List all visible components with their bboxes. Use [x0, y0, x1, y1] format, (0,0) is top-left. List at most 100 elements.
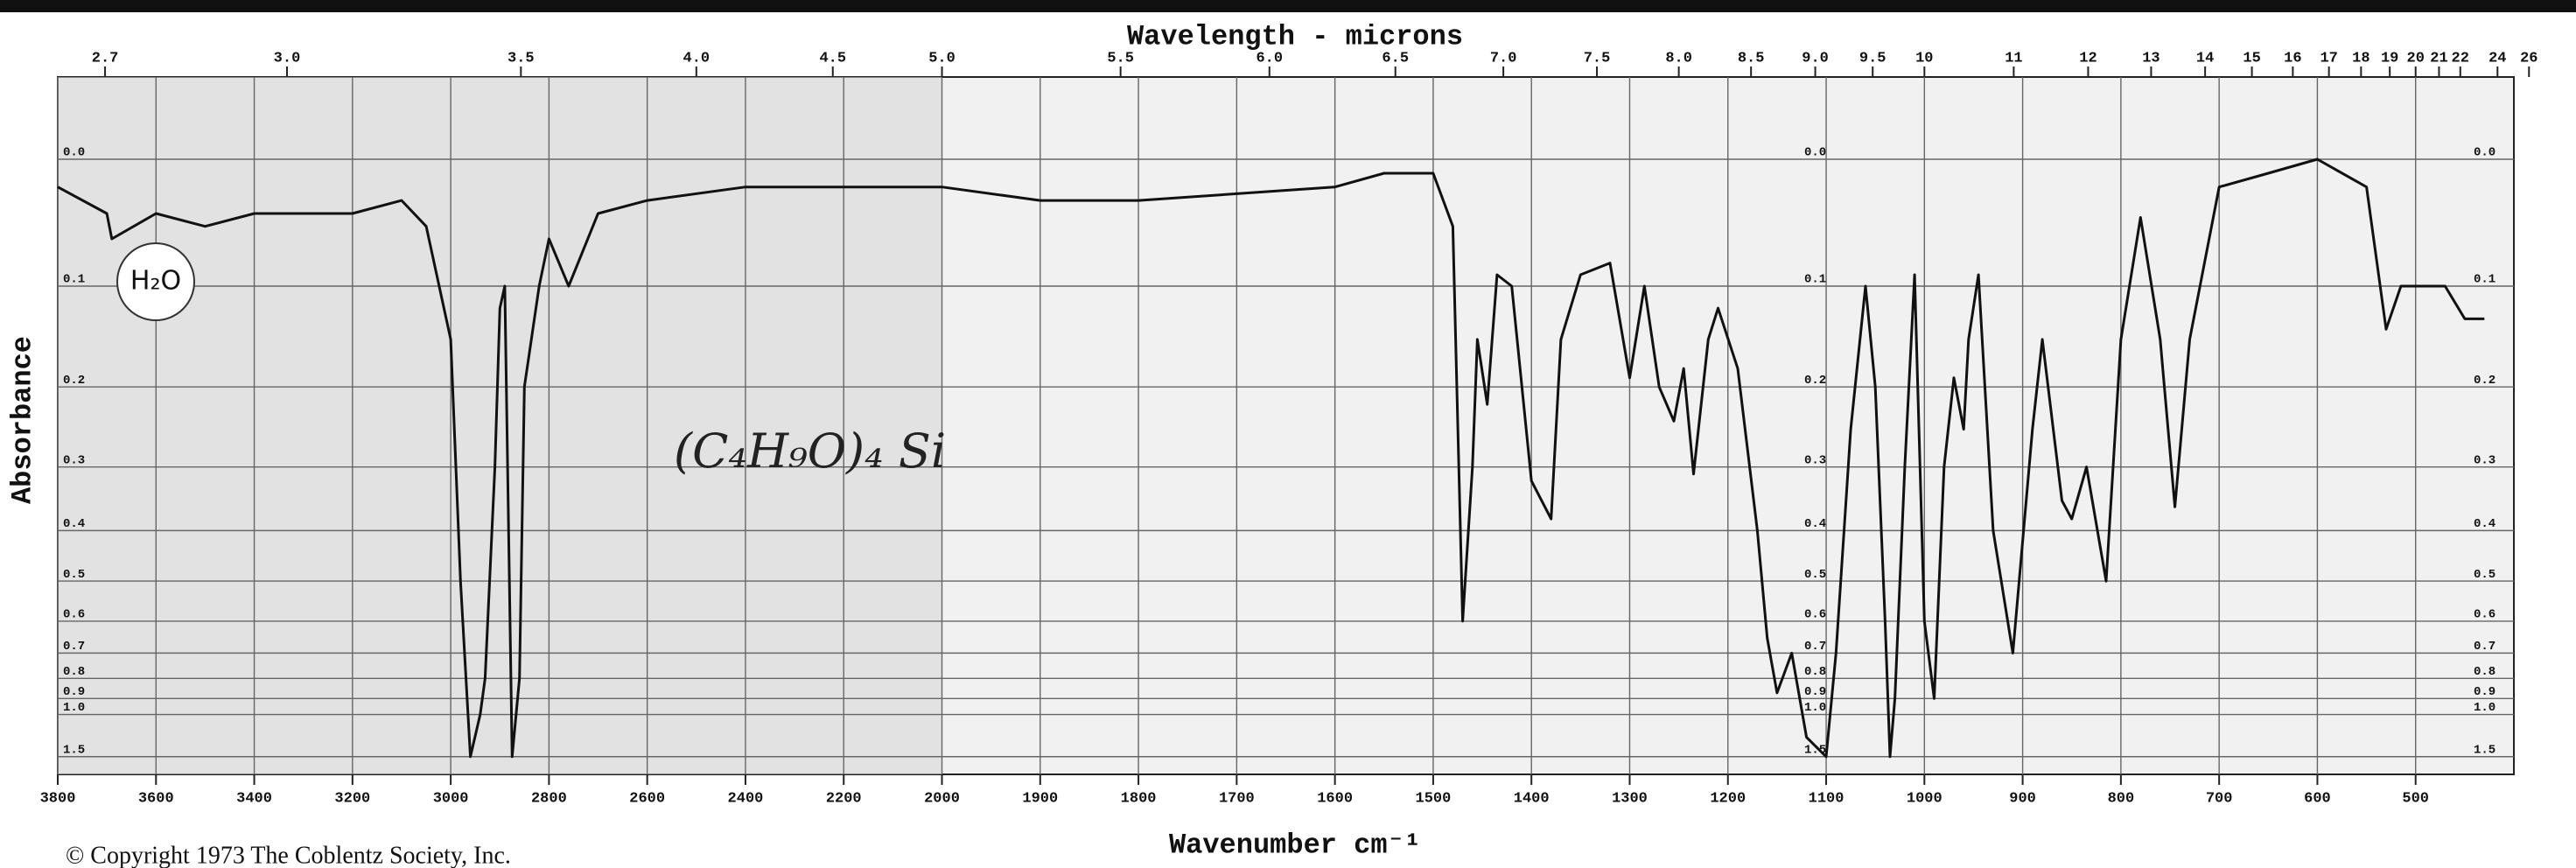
top-tick-label: 18 [2352, 50, 2370, 66]
top-tick-label: 17 [2320, 50, 2337, 66]
y-tick-label: 0.9 [2474, 685, 2496, 699]
top-tick-label: 20 [2407, 50, 2425, 66]
top-tick-label: 22 [2452, 50, 2469, 66]
y-tick-label: 0.3 [63, 453, 85, 467]
y-tick-label: 0.5 [1804, 568, 1826, 582]
x-tick-label: 1400 [1514, 790, 1550, 807]
y-tick-label: 0.7 [1804, 640, 1826, 654]
top-tick-label: 7.5 [1584, 50, 1611, 66]
top-tick-label: 19 [2381, 50, 2398, 66]
top-tick-label: 4.0 [683, 50, 710, 66]
x-tick-label: 1800 [1121, 790, 1157, 807]
x-tick-label: 800 [2108, 790, 2135, 807]
top-tick-label: 21 [2430, 50, 2447, 66]
y-tick-label: 0.4 [2474, 517, 2496, 531]
x-tick-label: 3800 [40, 790, 76, 807]
top-tick-label: 3.0 [274, 50, 301, 66]
top-tick-label: 7.0 [1490, 50, 1517, 66]
x-tick-label: 3000 [433, 790, 469, 807]
x-tick-label: 2200 [826, 790, 862, 807]
y-tick-label: 0.9 [1804, 685, 1826, 699]
top-tick-label: 26 [2520, 50, 2538, 66]
x-axis-title: Wavenumber cm⁻¹ [1169, 829, 1421, 861]
x-tick-label: 500 [2402, 790, 2429, 807]
scan-shading [58, 77, 942, 774]
x-tick-label: 1300 [1612, 790, 1648, 807]
top-tick-label: 16 [2284, 50, 2301, 66]
x-tick-label: 1700 [1219, 790, 1255, 807]
top-tick-label: 5.0 [928, 50, 956, 66]
spectrum-line [57, 158, 2485, 759]
top-axis-title: Wavelength - microns [1127, 20, 1463, 52]
y-tick-label: 0.6 [2474, 608, 2496, 622]
top-tick-label: 24 [2488, 50, 2506, 66]
top-tick-label: 8.5 [1738, 50, 1765, 66]
scan-border [0, 0, 2576, 12]
y-tick-label: 0.8 [1804, 665, 1826, 679]
x-tick-label: 1000 [1907, 790, 1942, 807]
top-tick-label: 6.0 [1256, 50, 1283, 66]
top-tick-label: 9.0 [1802, 50, 1829, 66]
y-tick-label: 0.0 [2474, 146, 2496, 160]
top-tick-label: 4.5 [819, 50, 846, 66]
y-tick-label: 0.0 [1804, 146, 1826, 160]
x-tick-label: 700 [2206, 790, 2233, 807]
y-tick-label: 0.2 [2474, 374, 2496, 388]
y-tick-label: 0.4 [1804, 517, 1826, 531]
x-tick-label: 2400 [728, 790, 764, 807]
y-tick-label: 0.5 [2474, 568, 2496, 582]
top-tick-label: 3.5 [508, 50, 535, 66]
annotation: H₂O [130, 266, 181, 297]
x-tick-label: 1100 [1809, 790, 1844, 807]
top-tick-label: 11 [2005, 50, 2022, 66]
x-tick-label: 2600 [629, 790, 665, 807]
top-tick-label: 8.0 [1665, 50, 1692, 66]
copyright: © Copyright 1973 The Coblentz Society, I… [66, 842, 511, 868]
x-tick-label: 1500 [1416, 790, 1452, 807]
y-axis-title: Absorbance [6, 336, 38, 504]
top-tick-label: 2.7 [92, 50, 119, 66]
y-tick-label: 0.8 [2474, 665, 2496, 679]
x-tick-label: 2000 [924, 790, 960, 807]
x-tick-label: 1600 [1317, 790, 1353, 807]
y-tick-label: 0.2 [1804, 374, 1826, 388]
x-tick-label: 1200 [1710, 790, 1746, 807]
y-tick-label: 0.0 [63, 146, 85, 160]
y-tick-label: 0.8 [63, 665, 85, 679]
top-tick-label: 5.5 [1107, 50, 1134, 66]
top-tick-label: 9.5 [1859, 50, 1886, 66]
x-tick-label: 900 [2009, 790, 2036, 807]
top-tick-label: 12 [2079, 50, 2096, 66]
y-tick-label: 0.5 [63, 568, 85, 582]
x-tick-label: 3400 [236, 790, 272, 807]
y-tick-label: 1.5 [1804, 743, 1826, 757]
y-tick-label: 0.2 [63, 374, 85, 388]
y-tick-label: 0.9 [63, 685, 85, 699]
x-tick-label: 1900 [1022, 790, 1058, 807]
y-tick-label: 0.7 [63, 640, 85, 654]
y-tick-label: 1.0 [63, 701, 85, 715]
x-tick-label: 3600 [138, 790, 174, 807]
y-tick-label: 1.0 [1804, 701, 1826, 715]
y-tick-label: 1.5 [2474, 743, 2496, 757]
y-tick-label: 0.4 [63, 517, 85, 531]
y-tick-label: 0.7 [2474, 640, 2496, 654]
y-tick-label: 0.3 [1804, 453, 1826, 467]
x-tick-label: 3200 [334, 790, 370, 807]
top-tick-label: 14 [2196, 50, 2214, 66]
y-tick-label: 0.1 [2474, 273, 2496, 287]
top-tick-label: 10 [1915, 50, 1933, 66]
y-tick-label: 0.1 [63, 273, 85, 287]
y-tick-label: 1.5 [63, 743, 85, 757]
top-tick-label: 6.5 [1382, 50, 1409, 66]
annotation: (C₄H₉O)₄ Si [674, 424, 946, 479]
top-tick-label: 13 [2142, 50, 2160, 66]
y-tick-label: 0.6 [63, 608, 85, 622]
x-tick-label: 2800 [531, 790, 567, 807]
y-tick-label: 0.3 [2474, 453, 2496, 467]
x-tick-label: 600 [2304, 790, 2331, 807]
annotation-circle [116, 242, 195, 321]
y-tick-label: 1.0 [2474, 701, 2496, 715]
y-tick-label: 0.1 [1804, 273, 1826, 287]
